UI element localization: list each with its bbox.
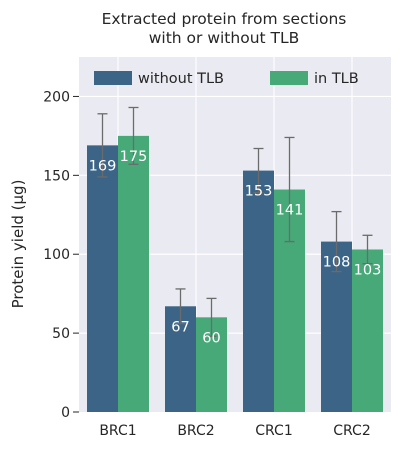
chart-title-line-2: with or without TLB (149, 29, 300, 47)
x-tick-label: BRC1 (99, 423, 136, 439)
data-label: 67 (171, 319, 189, 335)
legend-swatch (94, 71, 132, 85)
data-label: 108 (323, 255, 351, 271)
x-tick-label: BRC2 (177, 423, 214, 439)
data-label: 153 (245, 184, 273, 200)
bar (352, 249, 383, 412)
y-tick-label: 200 (43, 89, 70, 105)
error-bars (97, 106, 373, 337)
data-label: 175 (120, 149, 148, 165)
data-labels: 169 67 153 108 175 60 141 103 (89, 149, 382, 346)
data-label: 103 (354, 262, 382, 278)
bars (87, 135, 383, 412)
x-tick-label: CRC2 (333, 423, 371, 439)
bar (243, 170, 274, 412)
data-label: 141 (276, 203, 304, 219)
x-tick-label: CRC1 (255, 423, 293, 439)
bar (118, 135, 149, 412)
bar (87, 145, 118, 412)
y-tick-label: 0 (61, 405, 70, 421)
y-axis-label: Protein yield (µg) (9, 180, 27, 309)
chart-title-line-1: Extracted protein from sections (102, 10, 347, 28)
data-label: 169 (89, 158, 117, 174)
data-label: 60 (202, 330, 220, 346)
legend-label: in TLB (314, 71, 359, 87)
legend-swatch (270, 71, 308, 85)
y-tick-label: 100 (43, 247, 70, 263)
legend: without TLB in TLB (94, 71, 359, 87)
legend-label: without TLB (138, 71, 224, 87)
y-tick-label: 50 (52, 326, 70, 342)
axes: 0 50 100 150 200 BRC1 BRC2 CRC1 CRC2 (43, 89, 370, 439)
y-tick-label: 150 (43, 168, 70, 184)
